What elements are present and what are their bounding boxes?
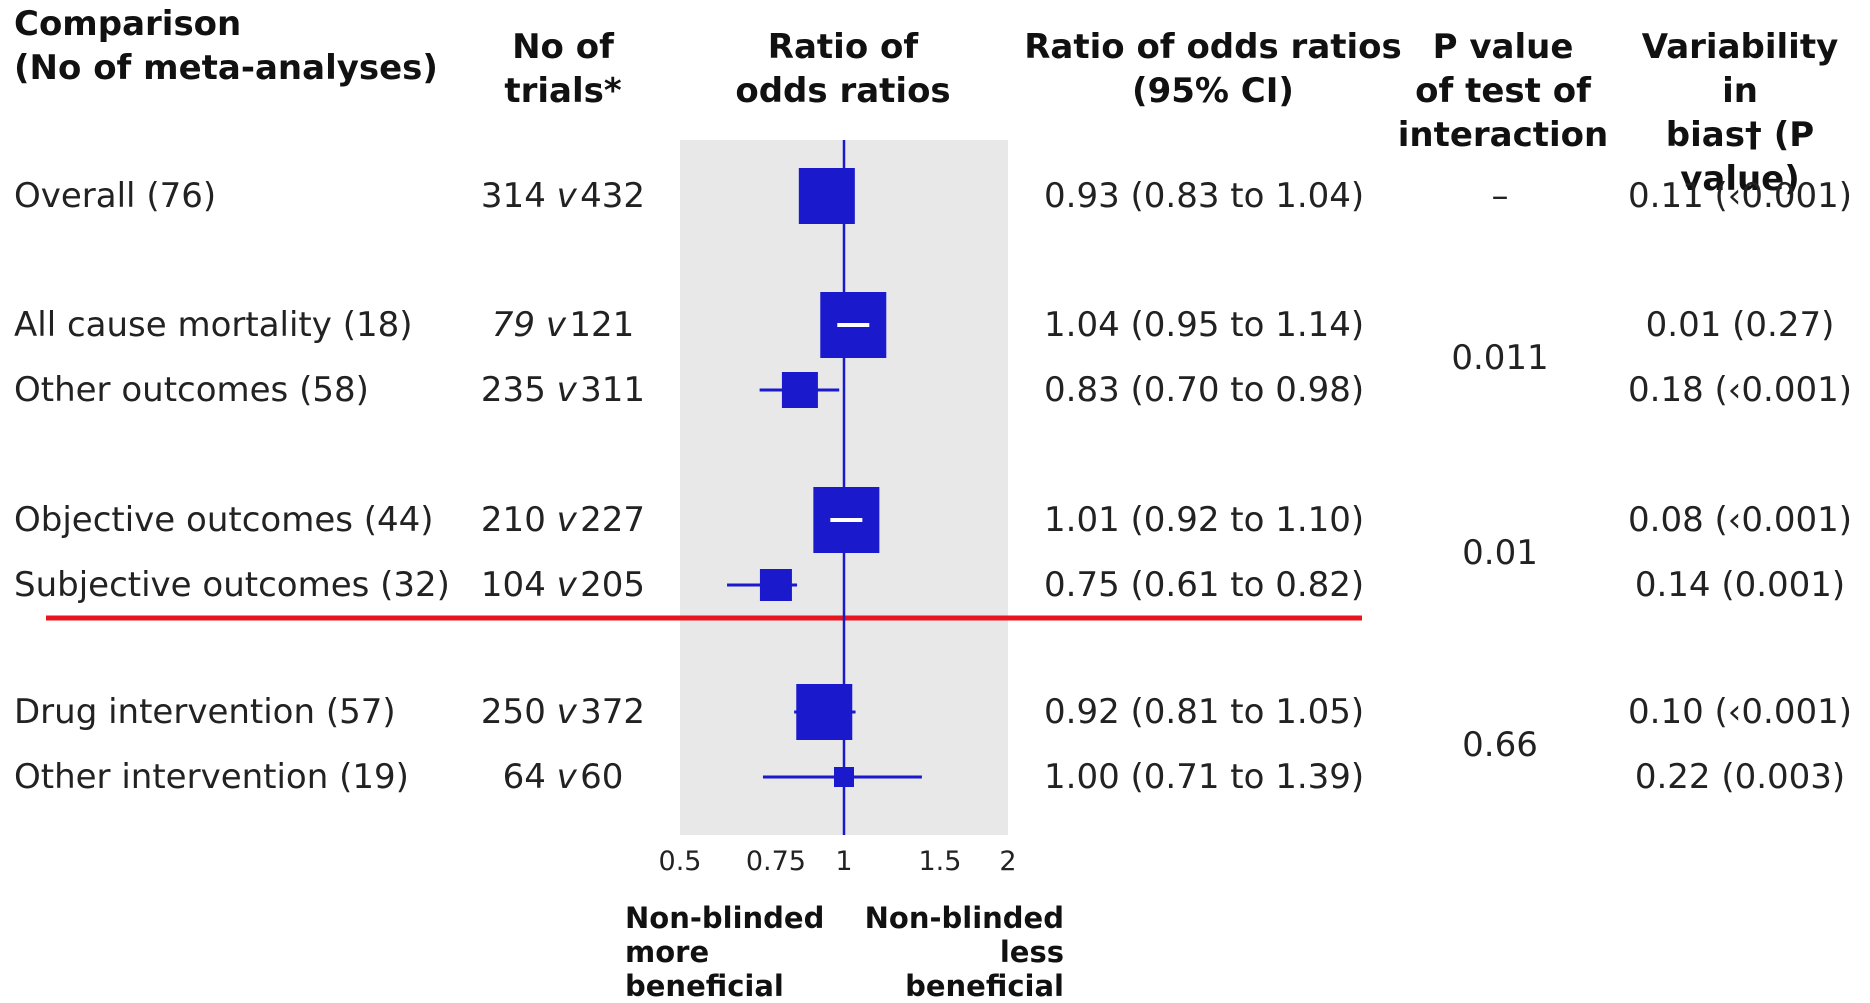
versus-label: v	[556, 500, 577, 540]
row-label: All cause mortality (18)	[14, 305, 413, 345]
direction-label-right: Non-blinded less beneficial	[864, 901, 1064, 1003]
versus-label: v	[545, 305, 566, 345]
point-marker	[796, 684, 853, 740]
versus-label: v	[556, 692, 577, 732]
versus-label: v	[556, 176, 577, 216]
trials-blinded: 227	[580, 500, 646, 540]
trials-blinded: 311	[580, 370, 646, 410]
header-trials: No of trials*	[504, 27, 622, 111]
trials-nonblinded: 250	[480, 692, 546, 732]
variability-value: 0.11 (‹0.001)	[1628, 176, 1852, 216]
trials-count: 64 v 60	[503, 757, 624, 797]
trials-nonblinded: 210	[480, 500, 546, 540]
versus-label: v	[556, 370, 577, 410]
trials-nonblinded: 104	[480, 565, 546, 605]
x-tick-label: 1	[835, 846, 852, 877]
trials-blinded: 205	[580, 565, 646, 605]
ci-text: 1.01 (0.92 to 1.10)	[1044, 500, 1365, 540]
variability-value: 0.22 (0.003)	[1634, 757, 1846, 797]
trials-blinded: 60	[580, 757, 624, 797]
trials-count: 235 v 311	[481, 370, 645, 410]
variability-value: 0.18 (‹0.001)	[1628, 370, 1852, 410]
versus-label: v	[556, 565, 577, 605]
trials-nonblinded: 79	[491, 305, 536, 345]
header-pvalue: P value of test of interaction	[1397, 27, 1609, 155]
header-comparison: Comparison (No of meta-analyses)	[14, 4, 438, 88]
point-marker	[834, 767, 854, 787]
trials-count: 79 v 121	[492, 305, 635, 345]
row-label: Drug intervention (57)	[14, 692, 396, 732]
variability-value: 0.08 (‹0.001)	[1628, 500, 1852, 540]
trials-count: 210 v 227	[481, 500, 645, 540]
ci-text: 0.93 (0.83 to 1.04)	[1044, 176, 1365, 216]
row-label: Overall (76)	[14, 176, 217, 216]
x-tick-label: 0.5	[659, 846, 702, 877]
trials-nonblinded: 64	[502, 757, 546, 797]
trials-blinded: 372	[580, 692, 646, 732]
trials-count: 104 v 205	[481, 565, 645, 605]
trials-blinded: 432	[580, 176, 646, 216]
row-label: Objective outcomes (44)	[14, 500, 434, 540]
row-label: Other outcomes (58)	[14, 370, 369, 410]
point-marker	[759, 569, 792, 601]
ci-text: 1.04 (0.95 to 1.14)	[1044, 305, 1365, 345]
header-variability: Variability in bias† (P value)	[1641, 27, 1839, 199]
trials-nonblinded: 314	[480, 176, 546, 216]
variability-value: 0.01 (0.27)	[1645, 305, 1835, 345]
trials-count: 314 v 432	[481, 176, 645, 216]
interaction-p-value: –	[1491, 176, 1509, 216]
ci-text: 0.92 (0.81 to 1.05)	[1044, 692, 1365, 732]
ci-text: 0.75 (0.61 to 0.82)	[1044, 565, 1365, 605]
x-tick-label: 2	[999, 846, 1016, 877]
trials-nonblinded: 235	[480, 370, 546, 410]
interaction-p-value: 0.01	[1462, 533, 1538, 573]
row-label: Other intervention (19)	[14, 757, 409, 797]
point-marker	[798, 168, 855, 224]
ci-text: 1.00 (0.71 to 1.39)	[1044, 757, 1365, 797]
interaction-p-value: 0.66	[1462, 725, 1538, 765]
interaction-p-value: 0.011	[1451, 338, 1549, 378]
row-label: Subjective outcomes (32)	[14, 565, 450, 605]
variability-value: 0.10 (‹0.001)	[1628, 692, 1852, 732]
header-ratio: Ratio of odds ratios	[735, 27, 951, 111]
direction-label-left: Non-blinded more beneficial	[625, 901, 825, 1003]
x-tick-label: 0.75	[746, 846, 806, 877]
versus-label: v	[556, 757, 577, 797]
variability-value: 0.14 (0.001)	[1634, 565, 1846, 605]
header-ci: Ratio of odds ratios (95% CI)	[1024, 27, 1402, 111]
ci-text: 0.83 (0.70 to 0.98)	[1044, 370, 1365, 410]
x-tick-label: 1.5	[918, 846, 961, 877]
trials-blinded: 121	[569, 305, 635, 345]
trials-count: 250 v 372	[481, 692, 645, 732]
point-marker	[781, 372, 818, 408]
